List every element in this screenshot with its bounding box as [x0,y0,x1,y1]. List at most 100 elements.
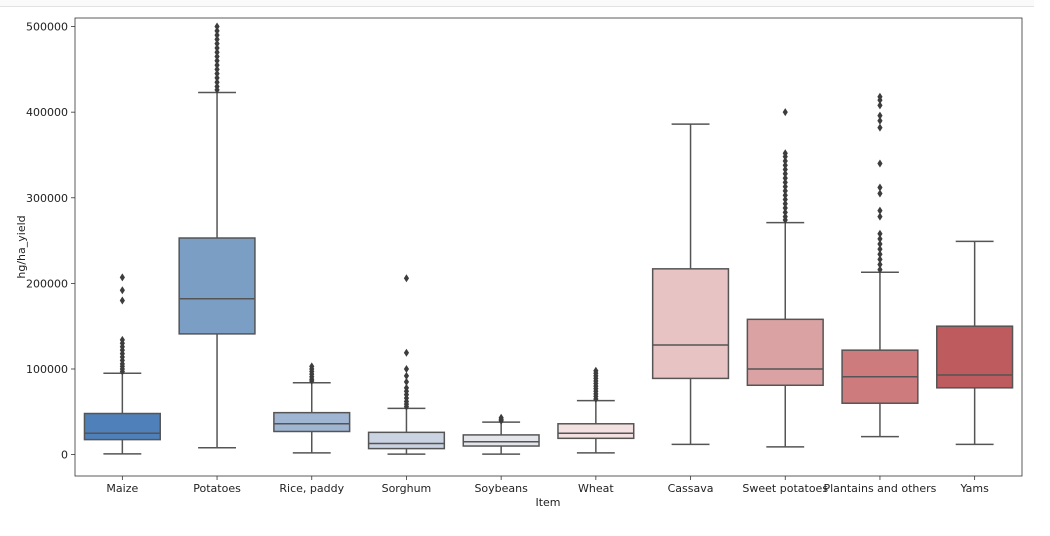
box-cassava [651,123,730,446]
iqr-box [83,412,161,441]
outlier-point [877,260,883,269]
x-tick-label: Maize [106,482,138,495]
outlier-point [214,73,220,82]
box-maize [83,273,161,455]
box-potatoes [178,22,256,449]
outlier-point [309,362,315,371]
outlier-point [877,245,883,254]
outlier-point [782,174,788,183]
outlier-point [877,265,883,274]
outlier-point [214,31,220,40]
outlier-point [119,273,125,282]
outlier-point [877,183,883,192]
outlier-point [782,178,788,187]
outlier-point [877,159,883,168]
outlier-point [119,296,125,305]
outlier-point [782,199,788,208]
outlier-point [403,371,410,380]
outlier-point [403,377,410,386]
outlier-point [214,82,220,91]
outlier-point [877,123,883,132]
outlier-point [877,116,883,125]
box-yams [936,240,1014,446]
outlier-point [877,92,883,101]
outlier-point [877,206,883,215]
y-tick-label: 500000 [26,21,68,34]
x-tick-label: Rice, paddy [279,482,344,495]
iqr-box [462,434,540,447]
y-axis-title: hg/ha_yield [15,215,28,278]
box-sorghum [367,274,446,455]
outlier-point [214,69,220,78]
outlier-point [877,255,883,264]
outlier-point [782,156,788,165]
outlier-point [403,348,410,357]
outlier-point [877,229,883,238]
outlier-point [782,191,788,200]
outlier-point [593,366,599,375]
box-sweet-potatoes [746,108,824,448]
x-axis: Maize Potatoes Rice, paddy Sorghum Soybeans W… [106,476,989,495]
outlier-point [877,189,883,198]
iqr-box [273,411,351,433]
box-wheat [557,366,635,454]
outlier-point [877,212,883,221]
x-tick-label: Soybeans [474,482,528,495]
iqr-box [178,237,256,335]
outlier-point [214,43,220,52]
outlier-point [782,204,788,213]
x-axis-title: Item [535,496,560,509]
outlier-point [214,39,220,48]
outlier-point [782,108,788,117]
outlier-point [214,56,220,65]
y-tick-label: 100000 [26,363,68,376]
outlier-point [403,274,410,283]
outlier-point [214,61,220,70]
outlier-point [214,65,220,74]
outlier-point [214,35,220,44]
outlier-point [214,52,220,61]
y-tick-label: 200000 [26,277,68,290]
x-tick-label: Plantains and others [823,482,936,495]
outlier-point [877,250,883,259]
outlier-point [877,111,883,120]
iqr-box [557,423,635,440]
x-tick-label: Sweet potatoes [742,482,828,495]
outlier-point [877,240,883,249]
box-plantains-and-others [841,92,919,438]
outlier-point [782,186,788,195]
outlier-point [782,195,788,204]
outlier-point [782,169,788,178]
outlier-point [782,208,788,217]
outlier-point [214,48,220,57]
outlier-point [403,383,410,392]
x-tick-label: Potatoes [193,482,241,495]
outlier-point [877,234,883,243]
y-axis: 0 100000 200000 300000 400000 500000 [26,21,75,462]
outlier-point [498,413,504,422]
outlier-point [782,165,788,174]
x-tick-label: Cassava [668,482,714,495]
y-tick-label: 0 [61,449,68,462]
x-tick-label: Sorghum [382,482,432,495]
box-series [83,22,1014,455]
outlier-point [403,364,410,373]
outlier-point [214,78,220,87]
outlier-point [877,101,883,110]
box-rice-paddy [273,362,351,454]
outlier-point [119,286,125,295]
outlier-point [782,212,788,221]
outlier-point [782,182,788,191]
iqr-box [746,318,824,387]
x-tick-label: Yams [959,482,989,495]
outlier-point [782,149,788,158]
iqr-box [651,268,730,380]
outlier-point [214,22,220,31]
outlier-point [214,26,220,35]
x-tick-label: Wheat [578,482,614,495]
y-tick-label: 400000 [26,106,68,119]
notebook-top-border [0,0,1034,7]
outlier-point [119,335,125,344]
y-tick-label: 300000 [26,192,68,205]
